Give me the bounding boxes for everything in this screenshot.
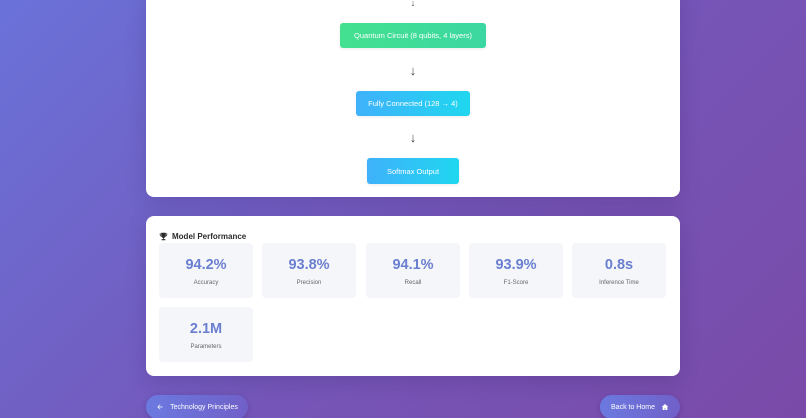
metric-card-parameters: 2.1M Parameters [159,307,253,362]
metric-value: 2.1M [189,321,223,337]
technology-principles-label: Technology Principles [170,403,238,411]
metric-value: 94.1% [392,257,434,273]
metric-card-accuracy: 94.2% Accuracy [159,243,253,298]
flow-arrow-icon: ↓ [410,0,416,8]
metric-value: 94.2% [185,257,227,273]
metric-value: 93.8% [288,257,330,273]
flow-arrow-icon: ↓ [409,63,417,78]
metric-card-inference-time: 0.8s Inference Time [572,243,666,298]
metric-label: Accuracy [193,280,219,286]
performance-title: Model Performance [172,232,247,241]
metric-label: Precision [296,280,322,286]
home-icon [661,404,669,410]
metric-label: F1-Score [503,280,529,286]
back-to-home-button[interactable]: Back to Home [600,395,680,418]
flow-arrow-icon: ↓ [409,130,417,145]
metric-card-precision: 93.8% Precision [262,243,356,298]
model-performance-card: Model Performance 94.2% Accuracy 93.8% P… [146,216,680,376]
metric-label: Recall [404,280,422,286]
metric-card-f1-score: 93.9% F1-Score [469,243,563,298]
performance-header: Model Performance [159,232,246,241]
layer-fully-connected: Fully Connected (128 → 4) [356,91,470,116]
trophy-icon [159,232,168,241]
metric-value: 0.8s [604,257,634,273]
metric-label: Parameters [190,344,222,350]
layer-quantum-circuit: Quantum Circuit (8 qubits, 4 layers) [340,23,486,48]
arrow-left-icon [157,404,163,410]
back-to-home-label: Back to Home [611,403,655,411]
architecture-card: ↓ Quantum Circuit (8 qubits, 4 layers) ↓… [146,0,680,197]
metric-value: 93.9% [495,257,537,273]
layer-softmax-output: Softmax Output [367,158,459,184]
metric-card-recall: 94.1% Recall [366,243,460,298]
technology-principles-button[interactable]: Technology Principles [146,395,248,418]
metric-label: Inference Time [599,280,639,286]
